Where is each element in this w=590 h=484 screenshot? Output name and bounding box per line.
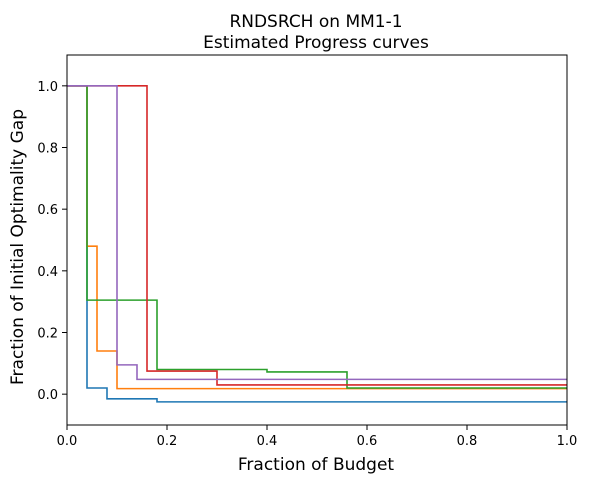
chart-title: RNDSRCH on MM1-1	[229, 12, 402, 32]
x-tick-label: 0.8	[457, 434, 478, 449]
series-line-3	[67, 86, 567, 388]
y-tick-label: 0.8	[37, 142, 58, 157]
x-tick-label: 0.6	[357, 434, 378, 449]
y-tick-label: 0.4	[37, 265, 58, 280]
x-tick-label: 0.4	[257, 434, 278, 449]
x-tick-label: 0.0	[57, 434, 78, 449]
y-tick-label: 0.2	[37, 327, 58, 342]
y-tick-label: 0.6	[37, 203, 58, 218]
series-line-5	[67, 86, 567, 380]
series-layer	[67, 86, 567, 402]
plot-frame	[67, 55, 567, 425]
y-axis-label: Fraction of Initial Optimality Gap	[8, 109, 28, 385]
x-tick-label: 0.2	[157, 434, 178, 449]
x-axis-label: Fraction of Budget	[238, 455, 395, 475]
chart-subtitle: Estimated Progress curves	[203, 33, 429, 53]
x-tick-label: 1.0	[557, 434, 578, 449]
series-line-4	[67, 86, 567, 385]
series-line-1	[67, 86, 567, 402]
axis-ticks: 0.0 0.2 0.4 0.6 0.8 1.0 0.0 0.2 0.4 0.6 0.8 1.0	[37, 80, 577, 449]
series-line-2	[67, 86, 567, 389]
y-tick-label: 0.0	[37, 388, 58, 403]
y-tick-label: 1.0	[37, 80, 58, 95]
